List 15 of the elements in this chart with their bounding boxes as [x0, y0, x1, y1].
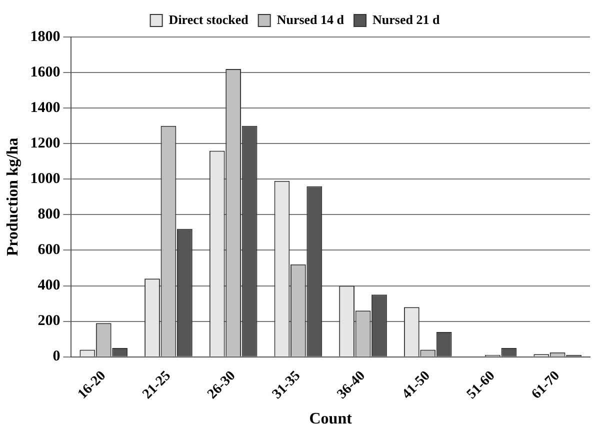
y-tick-label: 1200 — [30, 135, 60, 152]
y-tick-label: 1800 — [30, 28, 60, 45]
y-tick-label: 400 — [38, 278, 60, 294]
y-axis-title: Production kg/ha — [4, 138, 22, 256]
y-tick-label: 600 — [38, 242, 60, 258]
y-tick-label: 800 — [38, 206, 60, 223]
legend-label: Direct stocked — [168, 12, 250, 27]
legend-label: Nursed 21 d — [372, 12, 440, 27]
y-tick-label: 1600 — [30, 64, 60, 80]
x-axis-title: Count — [309, 410, 353, 428]
legend-label: Nursed 14 d — [276, 12, 345, 27]
y-tick-label: 1000 — [30, 171, 60, 188]
y-tick-label: 200 — [38, 313, 60, 330]
y-tick-label: 1400 — [30, 100, 60, 116]
y-tick-label: 0 — [52, 348, 60, 365]
